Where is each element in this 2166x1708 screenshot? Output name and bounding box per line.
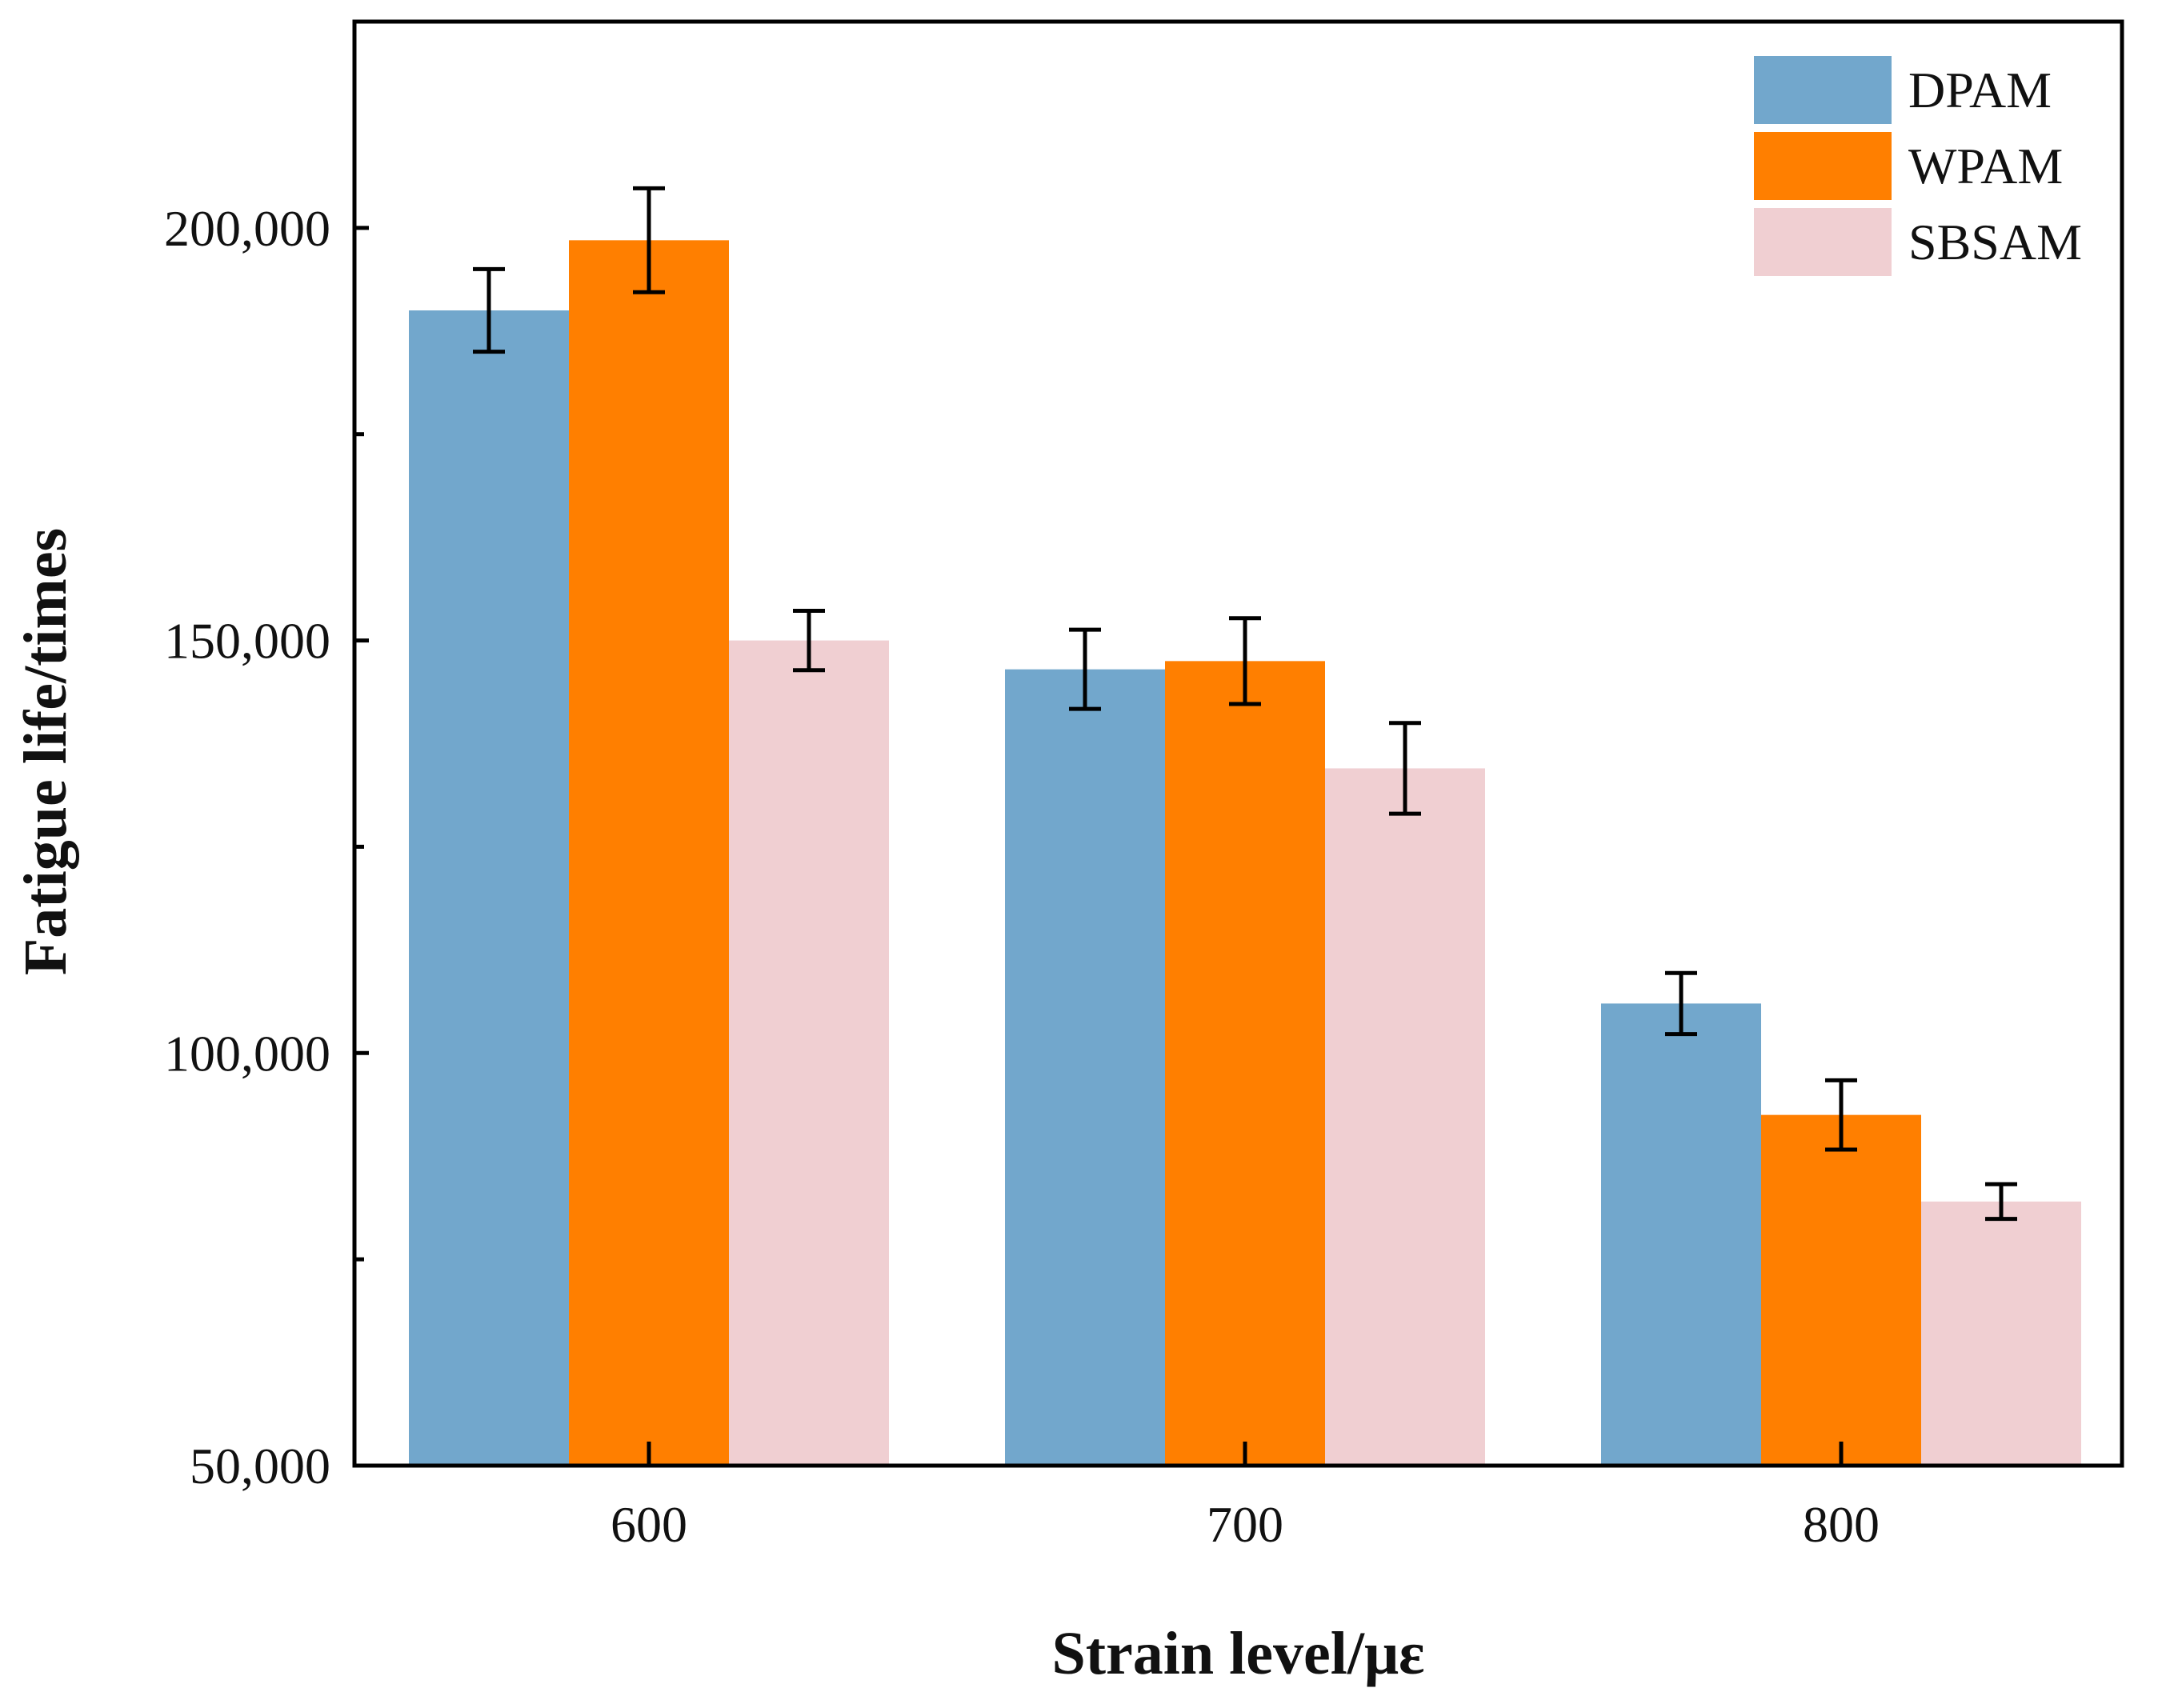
error-bar-wpam-600: [633, 186, 665, 294]
bar-sbsam-700: [1325, 768, 1485, 1466]
legend-label: DPAM: [1908, 62, 2052, 118]
legend-swatch: [1754, 132, 1892, 200]
legend-swatch: [1754, 208, 1892, 276]
y-tick-label: 200,000: [164, 200, 330, 257]
bar-dpam-600: [409, 310, 569, 1466]
legend-swatch: [1754, 56, 1892, 124]
error-bar-wpam-800: [1825, 1078, 1857, 1152]
y-tick-label: 150,000: [164, 613, 330, 670]
bar-dpam-800: [1601, 1003, 1761, 1466]
bar-dpam-700: [1005, 669, 1165, 1466]
error-bar-dpam-600: [473, 266, 505, 354]
error-bar-sbsam-800: [1985, 1182, 2017, 1222]
bar-wpam-800: [1761, 1114, 1921, 1466]
error-bar-wpam-700: [1229, 616, 1261, 706]
bar-sbsam-600: [729, 640, 889, 1466]
legend: DPAM WPAM SBSAM: [1754, 56, 2082, 276]
legend-item-dpam: DPAM: [1754, 56, 2052, 124]
y-tick-label: 100,000: [164, 1025, 330, 1082]
axes-layer: 50,000 100,000 150,000 200,000 600 700 800: [164, 200, 1880, 1553]
x-tick-label: 800: [1803, 1496, 1880, 1553]
legend-item-wpam: WPAM: [1754, 132, 2063, 200]
error-bar-dpam-800: [1665, 970, 1697, 1037]
y-tick-label: 50,000: [190, 1438, 330, 1494]
error-bar-sbsam-600: [793, 608, 825, 673]
error-bars-layer: [473, 186, 2017, 1222]
legend-item-sbsam: SBSAM: [1754, 208, 2082, 276]
legend-label: WPAM: [1908, 138, 2063, 194]
y-axis-title: Fatigue life/times: [12, 528, 79, 975]
error-bar-dpam-700: [1069, 627, 1101, 711]
x-tick-label: 600: [611, 1496, 687, 1553]
bar-wpam-700: [1165, 661, 1325, 1466]
bar-wpam-600: [569, 240, 729, 1466]
x-axis-title: Strain level/με: [1051, 1620, 1424, 1687]
bars-layer: [409, 240, 2081, 1466]
legend-label: SBSAM: [1908, 214, 2082, 270]
x-tick-label: 700: [1207, 1496, 1283, 1553]
plot-frame: [352, 19, 2124, 1468]
bar-sbsam-800: [1921, 1201, 2081, 1466]
error-bar-sbsam-700: [1389, 721, 1421, 816]
